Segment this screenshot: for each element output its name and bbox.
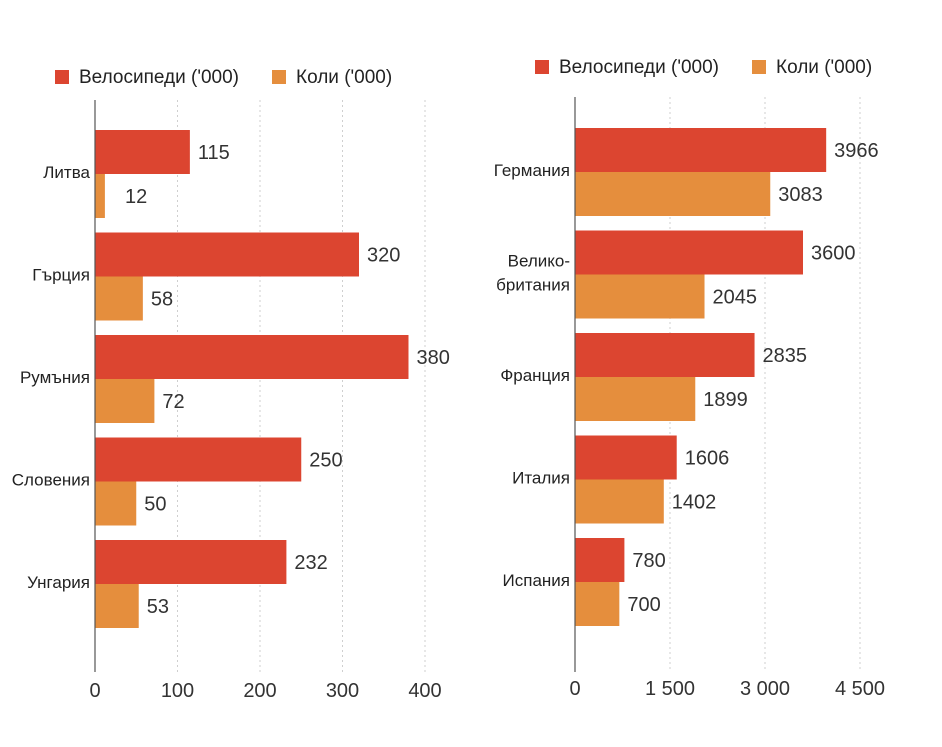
chart1-bar-bicycles <box>95 540 287 584</box>
chart2-legend-label-cars: Коли ('000) <box>776 57 872 78</box>
chart1-legend-swatch-bicycles <box>55 70 69 84</box>
chart1-bar-cars <box>95 276 143 321</box>
chart1-category-label: Словения <box>12 471 90 490</box>
chart1-tick-label: 300 <box>326 680 359 702</box>
chart1-value-label: 50 <box>144 494 166 516</box>
chart2-tick-label: 1 500 <box>645 678 695 700</box>
chart2-bar-cars <box>575 377 696 421</box>
chart1-tick-label: 100 <box>161 680 194 702</box>
chart2-value-label: 780 <box>632 550 665 572</box>
chart2-bar-bicycles <box>575 128 827 172</box>
chart2-value-label: 3966 <box>834 140 879 162</box>
chart2-category-label: Велико-британия <box>496 252 570 295</box>
chart2-bar-bicycles <box>575 435 677 480</box>
chart1-value-label: 58 <box>151 289 173 311</box>
chart1-bar-cars <box>95 174 105 218</box>
chart1-bar-cars <box>95 584 139 628</box>
chart1-value-label: 115 <box>198 142 230 164</box>
chart2-category-label: Германия <box>494 161 570 180</box>
chart2-bar-cars <box>575 582 620 626</box>
chart2-value-label: 1402 <box>672 492 717 514</box>
chart1-bar-cars <box>95 481 137 526</box>
chart2-legend-swatch-cars <box>752 60 766 74</box>
chart1-legend-swatch-cars <box>272 70 286 84</box>
chart1-value-label: 72 <box>162 391 184 413</box>
chart2-bar-cars <box>575 172 771 216</box>
chart2-value-label: 2835 <box>763 345 808 367</box>
chart1-value-label: 320 <box>367 245 400 267</box>
chart1-bar-cars <box>95 379 155 423</box>
chart1-tick-label: 200 <box>243 680 276 702</box>
chart2-category-label: Испания <box>503 571 570 590</box>
chart2-value-label: 3600 <box>811 243 856 265</box>
chart1-category-label: Унгария <box>27 573 90 592</box>
chart1-bar-bicycles <box>95 232 359 277</box>
chart2-bar-cars <box>575 479 664 524</box>
chart2-legend-swatch-bicycles <box>535 60 549 74</box>
chart2-bar-cars <box>575 274 705 319</box>
chart1-tick-label: 400 <box>408 680 441 702</box>
chart2-value-label: 3083 <box>778 184 823 206</box>
chart2-value-label: 1899 <box>703 389 748 411</box>
chart2-value-label: 1606 <box>685 448 730 470</box>
chart2-tick-label: 3 000 <box>740 678 790 700</box>
chart1-value-label: 380 <box>417 347 450 369</box>
chart2-tick-label: 4 500 <box>835 678 885 700</box>
chart2-bar-bicycles <box>575 333 755 377</box>
chart1-value-label: 53 <box>147 596 169 618</box>
chart1-legend-label-cars: Коли ('000) <box>296 67 392 88</box>
chart1-value-label: 232 <box>294 552 327 574</box>
chart1-bar-bicycles <box>95 335 409 379</box>
chart1-value-label: 250 <box>309 450 342 472</box>
chart2-bar-bicycles <box>575 538 625 582</box>
chart1-bar-bicycles <box>95 130 190 174</box>
chart2-category-label: Италия <box>512 469 570 488</box>
chart1-bar-bicycles <box>95 437 302 482</box>
chart1-tick-label: 0 <box>89 680 100 702</box>
chart2-tick-label: 0 <box>569 678 580 700</box>
chart1-category-label: Румъния <box>20 368 90 387</box>
chart2-category-label: Франция <box>500 366 570 385</box>
chart2-legend-label-bicycles: Велосипеди ('000) <box>559 57 719 78</box>
chart2-bar-bicycles <box>575 230 803 275</box>
chart2-value-label: 2045 <box>713 287 758 309</box>
chart1-legend-label-bicycles: Велосипеди ('000) <box>79 67 239 88</box>
chart1-category-label: Литва <box>43 163 90 182</box>
chart1-value-label: 12 <box>125 186 147 208</box>
chart1-category-label: Гърция <box>32 266 90 285</box>
chart2-value-label: 700 <box>627 594 660 616</box>
